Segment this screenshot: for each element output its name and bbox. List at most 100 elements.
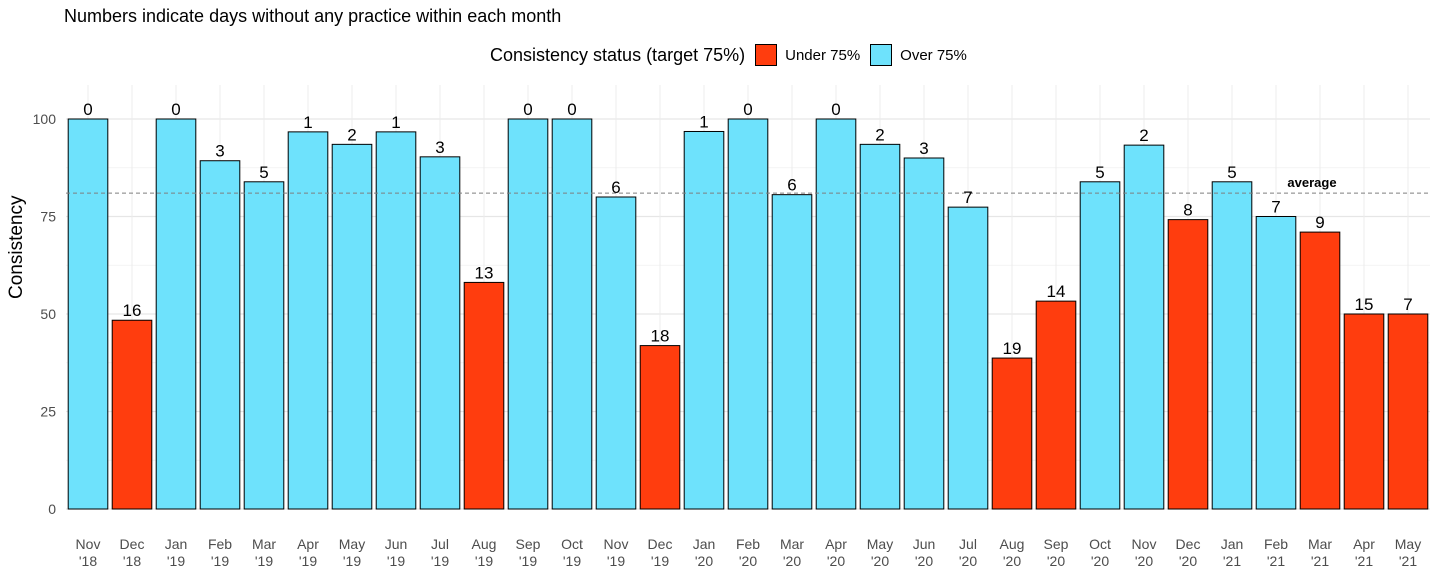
legend-label-over: Over 75%: [900, 46, 967, 64]
x-axis-ticks: Nov'18Dec'18Jan'19Feb'19Mar'19Apr'19May'…: [76, 536, 1422, 569]
x-tick-label-year: '20: [1179, 553, 1197, 569]
x-tick-label-year: '20: [1091, 553, 1109, 569]
bar: [1299, 231, 1341, 510]
x-tick-label-month: Mar: [252, 536, 276, 552]
x-tick-label-year: '20: [1047, 553, 1065, 569]
x-tick-label-year: '19: [343, 553, 361, 569]
x-tick-label-year: '19: [607, 553, 625, 569]
bar-value-label: 7: [1403, 295, 1412, 314]
bar-value-label: 7: [963, 188, 972, 207]
bar-value-label: 5: [1095, 163, 1104, 182]
bar: [1255, 216, 1297, 510]
x-tick-label-month: Nov: [1132, 536, 1157, 552]
y-tick-label: 50: [40, 306, 56, 322]
x-tick-label-month: Feb: [736, 536, 760, 552]
bar: [463, 281, 505, 510]
bar: [815, 118, 857, 510]
bar-value-label: 0: [171, 100, 180, 119]
bar-value-label: 8: [1183, 201, 1192, 220]
x-tick-label-year: '20: [1135, 553, 1153, 569]
bar: [331, 143, 373, 510]
bar: [551, 118, 593, 510]
x-tick-label-year: '19: [563, 553, 581, 569]
legend-title: Consistency status (target 75%): [490, 44, 746, 65]
bar: [243, 181, 285, 510]
bar: [1079, 181, 1121, 510]
bar-value-label: 0: [831, 100, 840, 119]
bar-value-label: 3: [215, 142, 224, 161]
y-tick-label: 0: [48, 501, 56, 517]
bar: [771, 194, 813, 510]
x-tick-label-month: Feb: [1264, 536, 1288, 552]
x-tick-label-month: Mar: [1308, 536, 1332, 552]
x-tick-label-month: Jan: [693, 536, 716, 552]
x-tick-label-year: '20: [827, 553, 845, 569]
x-tick-label-year: '20: [959, 553, 977, 569]
bar: [1343, 313, 1385, 510]
bar-value-label: 15: [1355, 295, 1374, 314]
bar: [287, 131, 329, 510]
x-tick-label-month: Dec: [120, 536, 145, 552]
x-tick-label-year: '19: [475, 553, 493, 569]
bar-value-label: 14: [1047, 282, 1066, 301]
bar-value-label: 7: [1271, 198, 1280, 217]
y-tick-label: 100: [33, 111, 57, 127]
y-tick-label: 75: [40, 209, 56, 225]
bar: [419, 156, 461, 510]
x-tick-label-year: '20: [695, 553, 713, 569]
bar-value-label: 2: [875, 125, 884, 144]
legend-swatch-under: [755, 44, 778, 66]
x-tick-label-month: Apr: [1353, 536, 1375, 552]
bar: [903, 157, 945, 510]
x-tick-label-month: Oct: [561, 536, 583, 552]
bar: [67, 118, 109, 510]
x-tick-label-month: Jul: [959, 536, 977, 552]
bar: [1167, 219, 1209, 510]
x-tick-label-month: Sep: [1044, 536, 1069, 552]
bar-value-label: 0: [567, 100, 576, 119]
bar: [727, 118, 769, 510]
bar: [947, 206, 989, 510]
average-line-group: average: [66, 175, 1430, 194]
bar-value-label: 18: [651, 327, 670, 346]
x-tick-label-month: Jan: [1221, 536, 1244, 552]
x-tick-label-month: May: [339, 536, 365, 552]
x-tick-label-month: Nov: [604, 536, 629, 552]
legend-label-under: Under 75%: [785, 46, 861, 64]
x-tick-label-year: '20: [1003, 553, 1021, 569]
x-tick-label-year: '21: [1311, 553, 1329, 569]
bar: [1211, 181, 1253, 510]
x-tick-label-year: '18: [79, 553, 97, 569]
x-tick-label-year: '19: [299, 553, 317, 569]
x-tick-label-year: '19: [651, 553, 669, 569]
x-tick-label-month: Aug: [472, 536, 497, 552]
average-label: average: [1287, 175, 1336, 190]
bar-value-label: 0: [83, 100, 92, 119]
bar-value-label: 1: [303, 113, 312, 132]
bar-value-label: 13: [475, 263, 494, 282]
bar: [507, 118, 549, 510]
x-tick-label-year: '19: [211, 553, 229, 569]
legend-swatch-over: [870, 44, 893, 66]
bar: [859, 143, 901, 510]
bar-value-label: 5: [259, 163, 268, 182]
x-tick-label-year: '20: [739, 553, 757, 569]
bar: [1123, 144, 1165, 510]
bar-value-label: 5: [1227, 163, 1236, 182]
bar-value-label: 9: [1315, 213, 1324, 232]
bar-value-label: 0: [523, 100, 532, 119]
x-tick-label-month: Mar: [780, 536, 804, 552]
x-tick-label-year: '20: [783, 553, 801, 569]
x-tick-label-month: May: [867, 536, 893, 552]
x-tick-label-year: '19: [519, 553, 537, 569]
x-tick-label-month: Apr: [297, 536, 319, 552]
y-axis-ticks: 0 25 50 75 100: [33, 111, 57, 517]
x-tick-label-month: Apr: [825, 536, 847, 552]
bar-value-label: 3: [435, 138, 444, 157]
x-tick-label-year: '18: [123, 553, 141, 569]
bar: [155, 118, 197, 510]
bar: [595, 196, 637, 510]
x-tick-label-month: Jun: [913, 536, 936, 552]
x-tick-label-year: '20: [871, 553, 889, 569]
